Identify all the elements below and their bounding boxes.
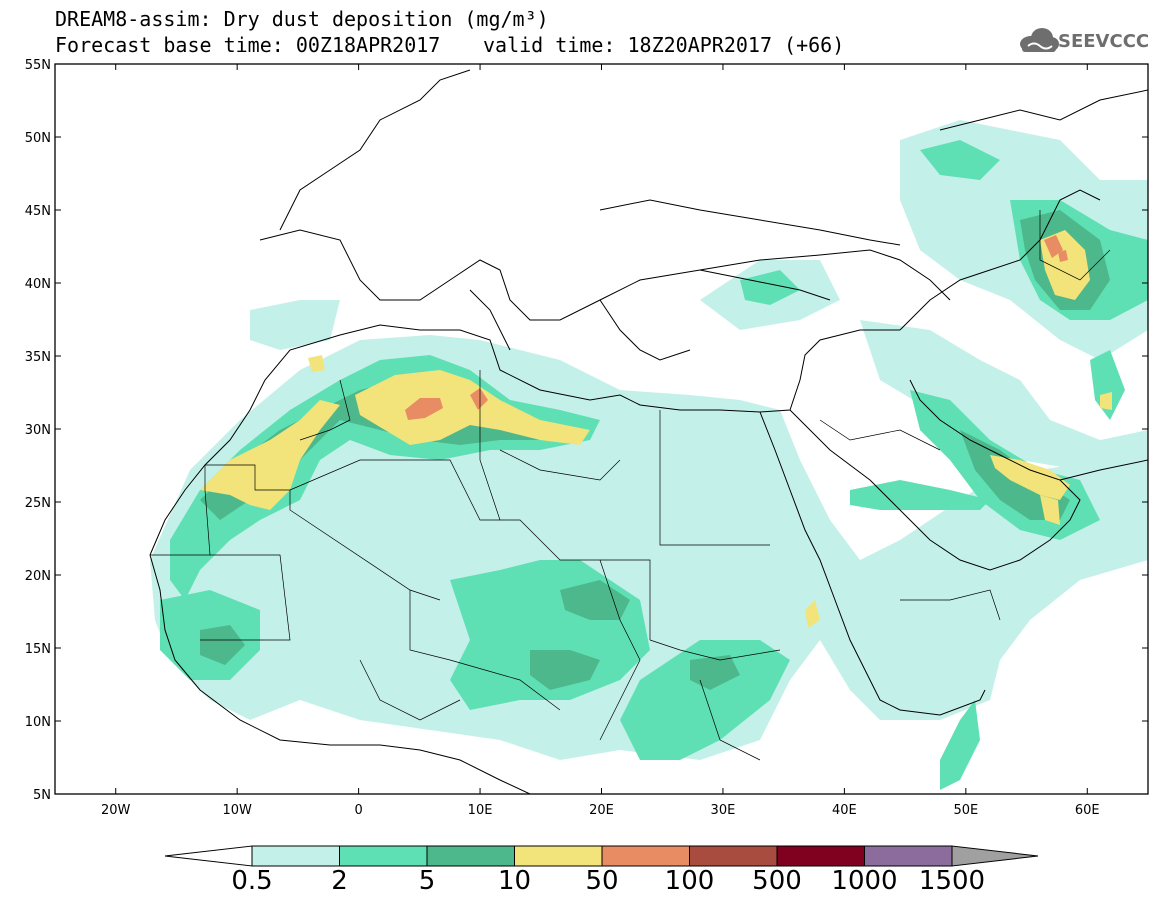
colorbar-segment <box>601 845 690 867</box>
lat-label: 10N <box>25 715 51 730</box>
logo-text: SEEVCCC <box>1058 31 1150 52</box>
lat-label: 15N <box>25 642 51 657</box>
lon-label: 30E <box>711 803 736 818</box>
lat-label: 50N <box>25 131 51 146</box>
lon-label: 10W <box>222 803 252 818</box>
lat-label: 25N <box>25 496 51 511</box>
colorbar-segment <box>339 845 428 867</box>
lat-label: 40N <box>25 277 51 292</box>
colorbar-label: 10 <box>497 866 532 896</box>
colorbar-label: 0.5 <box>231 866 273 896</box>
lat-label: 20N <box>25 569 51 584</box>
lon-label: 60E <box>1075 803 1100 818</box>
lat-label: 35N <box>25 350 51 365</box>
colorbar-label: 50 <box>585 866 619 896</box>
colorbar-label: 2 <box>331 866 348 896</box>
colorbar-segment <box>514 845 603 867</box>
lon-label: 10E <box>468 803 493 818</box>
lon-label: 20E <box>589 803 614 818</box>
dust-contours <box>150 120 1148 790</box>
colorbar-label: 500 <box>752 866 802 896</box>
colorbar-overflow <box>951 845 1039 867</box>
lon-label: 50E <box>953 803 978 818</box>
colorbar-underflow <box>164 845 253 867</box>
colorbar-label: 1000 <box>831 866 898 896</box>
longitude-labels: 20W 10W 0 10E 20E 30E 40E 50E 60E <box>101 803 1100 818</box>
colorbar-segment <box>864 845 953 867</box>
lat-label: 45N <box>25 204 51 219</box>
cloud-logo-icon <box>1020 28 1059 52</box>
colorbar-segment <box>426 845 515 867</box>
lat-label: 55N <box>25 58 51 73</box>
lat-label: 5N <box>33 788 51 803</box>
lon-label: 0 <box>354 803 362 818</box>
coastlines <box>149 69 1148 794</box>
colorbar <box>164 845 1039 867</box>
colorbar-label: 1500 <box>918 866 986 896</box>
colorbar-label: 5 <box>418 866 436 896</box>
colorbar-segment <box>251 845 340 867</box>
axis-ticks <box>55 63 1148 795</box>
country-borders <box>150 210 1111 761</box>
lat-label: 30N <box>25 423 51 438</box>
colorbar-segment <box>689 845 778 867</box>
lon-label: 40E <box>832 803 857 818</box>
latitude-labels: 55N 50N 45N 40N 35N 30N 25N 20N 15N 10N 5N <box>25 58 51 803</box>
colorbar-segment <box>776 845 865 867</box>
colorbar-label: 100 <box>664 866 715 896</box>
valid-time: valid time: 18Z20APR2017 (+66) <box>483 33 845 57</box>
forecast-base-time: Forecast base time: 00Z18APR2017 <box>55 33 441 57</box>
map-title: DREAM8-assim: Dry dust deposition (mg/m³… <box>55 7 549 31</box>
lon-label: 20W <box>101 803 131 818</box>
